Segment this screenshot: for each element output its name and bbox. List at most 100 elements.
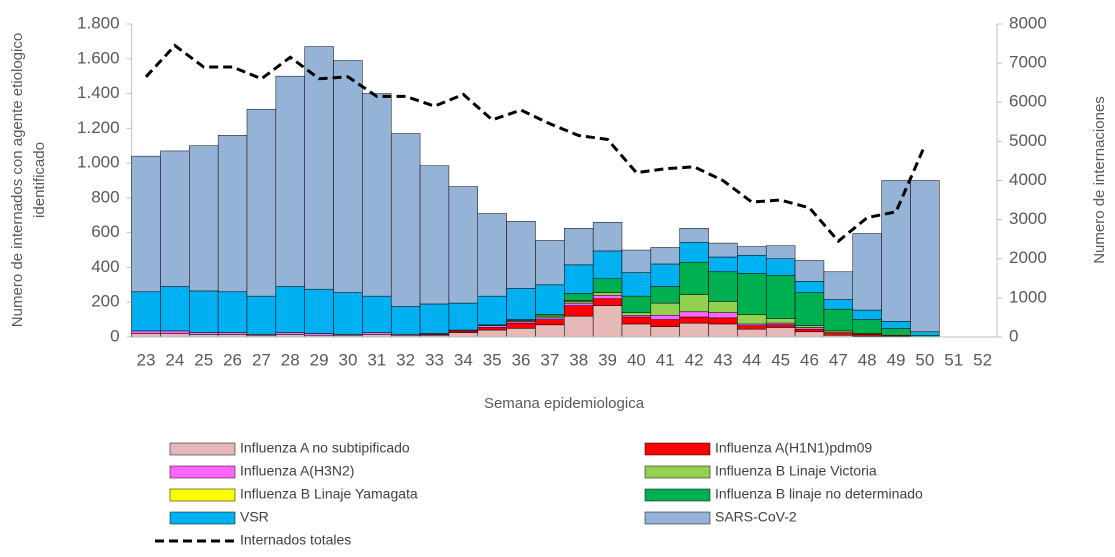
x-tick-label: 46 (800, 350, 819, 369)
bar-segment (564, 293, 594, 301)
x-axis-title: Semana epidemiologica (484, 395, 645, 412)
legend-swatch (644, 465, 711, 479)
bar-segment (535, 315, 565, 319)
bar-segment (823, 330, 854, 333)
x-tick-label: 33 (425, 350, 444, 369)
bar-segment (621, 312, 652, 316)
bar-segment (564, 305, 594, 317)
line (144, 43, 927, 244)
y2-tick-label: 4000 (1009, 170, 1047, 189)
x-tick-label: 23 (137, 350, 156, 369)
bar-segment (217, 291, 248, 333)
y-tick-label: 1.400 (77, 83, 120, 102)
legend-label: VSR (240, 509, 269, 525)
bar-segment (621, 295, 652, 313)
legend-label: SARS-CoV-2 (715, 509, 797, 525)
x-tick-label: 41 (656, 350, 675, 369)
bar-segment (621, 316, 652, 325)
bar-segment (765, 245, 796, 259)
bar-segment (592, 221, 623, 252)
x-tick-label: 40 (627, 350, 646, 369)
bar-segment (794, 281, 825, 293)
x-tick-label: 38 (569, 350, 588, 369)
bar-segment (362, 332, 392, 335)
x-tick-label: 34 (454, 350, 473, 369)
bar-segment (564, 315, 594, 338)
bar-segment (852, 309, 882, 320)
y-tick-label: 0 (110, 326, 119, 345)
bar-segment (535, 284, 565, 315)
legend-swatch (169, 465, 236, 479)
bar-segment (794, 260, 825, 282)
bar-segment (737, 328, 767, 338)
y-tick-label: 200 (91, 292, 119, 311)
bar-segment (910, 331, 940, 336)
y-tick-label: 1.600 (77, 48, 120, 67)
bar-segment (535, 319, 565, 326)
bar-segment (765, 327, 796, 338)
bar-segment (708, 323, 738, 338)
bar-segment (794, 325, 825, 328)
bar-segment (333, 60, 363, 293)
y-tick-label: 600 (91, 222, 119, 241)
bar-segment (679, 294, 709, 313)
bar-segment (304, 333, 334, 336)
bar-segment (794, 331, 825, 338)
y2-tick-label: 8000 (1009, 13, 1047, 32)
bar-segment (535, 314, 565, 317)
bar-segment (160, 286, 190, 332)
bar-segment (535, 324, 565, 338)
x-tick-label: 52 (973, 350, 992, 369)
bar-segment (708, 271, 738, 302)
bar-segment (679, 322, 709, 338)
bar-segment (189, 145, 219, 292)
bar-segment (679, 228, 709, 243)
x-tick-label: 29 (310, 350, 329, 369)
bar-segment (650, 286, 680, 304)
bar-segment (621, 315, 652, 318)
x-tick-label: 27 (252, 350, 271, 369)
x-tick-label: 39 (598, 350, 617, 369)
legend-label: Internados totales (240, 532, 351, 548)
bar-segment (506, 328, 536, 338)
x-tick-label: 47 (829, 350, 848, 369)
x-tick-label: 28 (281, 350, 300, 369)
bar-segment (448, 302, 479, 331)
bar-segment (131, 155, 161, 293)
bar-segment (765, 318, 796, 324)
legend-label: Influenza A no subtipificado (240, 440, 410, 456)
x-tick-label: 51 (944, 350, 963, 369)
x-tick-label: 35 (483, 350, 502, 369)
x-tick-label: 25 (194, 350, 213, 369)
bar-segment (737, 314, 767, 325)
bar-segment (823, 308, 854, 332)
y2-tick-label: 1000 (1009, 287, 1047, 306)
bar-segment (650, 263, 680, 287)
bar-segment (275, 332, 305, 335)
legend-swatch (169, 442, 236, 456)
bar-segment (592, 250, 623, 279)
x-tick-label: 26 (223, 350, 242, 369)
bar-segment (246, 108, 277, 297)
bar-segment (160, 330, 190, 334)
bar-segment (621, 249, 652, 273)
bar-segment (592, 298, 623, 306)
bar-segment (737, 323, 767, 326)
bar-segment (852, 233, 882, 311)
bar-segment (160, 333, 190, 338)
legend-label: Influenza B Linaje Victoria (715, 463, 877, 479)
bar-segment (535, 317, 565, 320)
bar-segment (592, 305, 623, 338)
bar-segment (506, 321, 536, 324)
bar-segment (794, 327, 825, 330)
bar-segment (794, 328, 825, 333)
x-tick-label: 45 (771, 350, 790, 369)
bar-segment (506, 221, 536, 289)
bar-segment (477, 325, 507, 328)
y2-tick-label: 3000 (1009, 209, 1047, 228)
x-tick-label: 24 (165, 350, 184, 369)
legend-swatch (644, 488, 711, 502)
bar-segment (650, 315, 680, 320)
x-tick-label: 31 (367, 350, 386, 369)
